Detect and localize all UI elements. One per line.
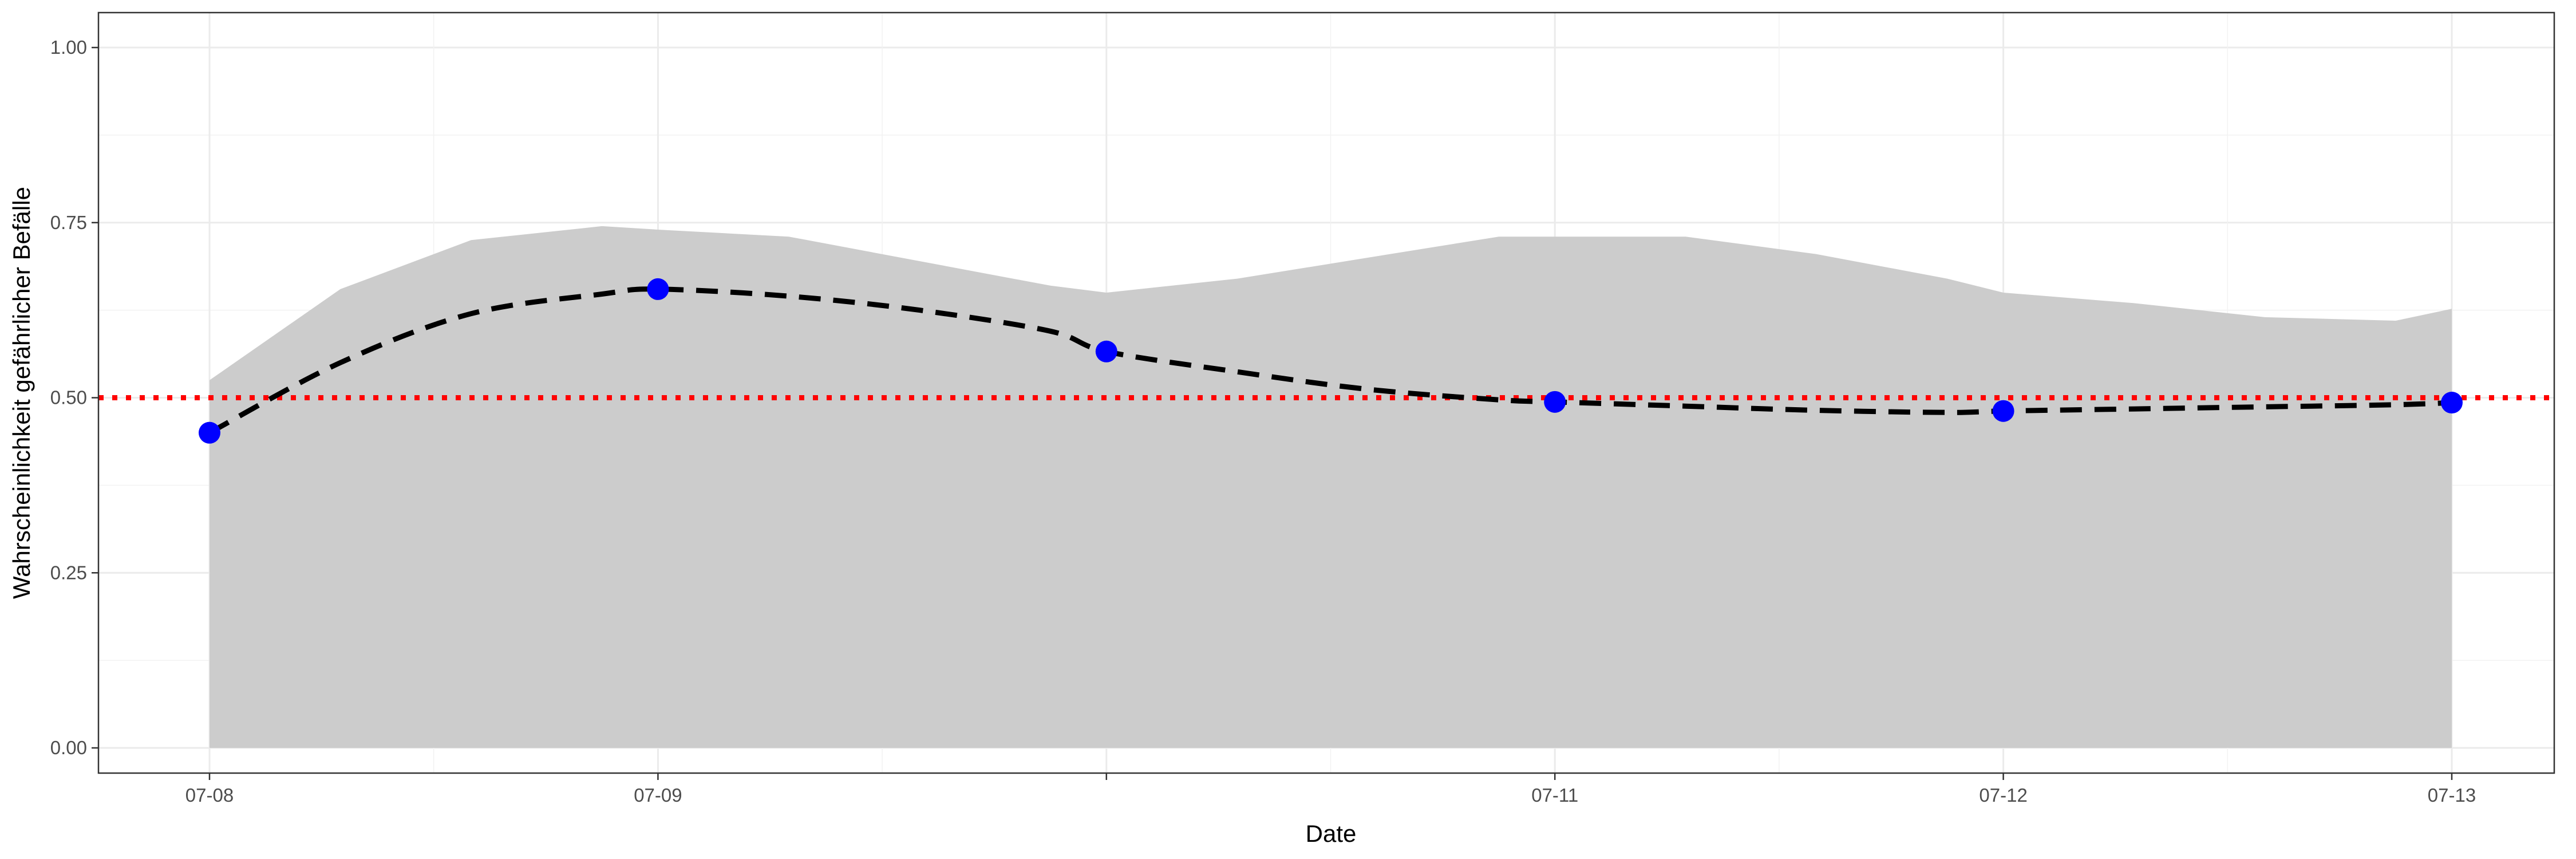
- y-tick-label: 0.50: [50, 387, 87, 408]
- y-axis: 0.00 0.25 0.50 0.75 1.00: [50, 37, 98, 758]
- x-tick-label: 07-12: [1979, 785, 2027, 806]
- x-tick-label: 07-09: [634, 785, 682, 806]
- x-axis-title: Date: [1306, 820, 1357, 847]
- y-tick-label: 0.00: [50, 737, 87, 758]
- data-point: [2441, 392, 2463, 414]
- plot-border: [97, 11, 2555, 774]
- x-tick-label: 07-08: [185, 785, 234, 806]
- y-tick-label: 0.75: [50, 212, 87, 233]
- data-point: [199, 421, 220, 444]
- x-axis: 07-08 07-09 07-11 07-12 07-13: [185, 773, 2476, 806]
- x-tick-label: 07-13: [2428, 785, 2476, 806]
- y-tick-label: 0.25: [50, 562, 87, 583]
- data-point: [647, 278, 669, 300]
- smooth-line: [208, 286, 2452, 435]
- data-point: [1095, 340, 1117, 362]
- x-tick-label: 07-11: [1531, 785, 1578, 806]
- y-axis-title: Wahrscheinlichkeit gefährlicher Befälle: [8, 187, 35, 599]
- points: [199, 278, 2463, 444]
- smooth-line-path: [208, 286, 2452, 435]
- y-tick-label: 1.00: [50, 37, 87, 58]
- data-point: [1992, 400, 2014, 422]
- upper-band-area: [210, 226, 2452, 748]
- data-point: [1544, 391, 1566, 413]
- upper-band: [210, 226, 2452, 748]
